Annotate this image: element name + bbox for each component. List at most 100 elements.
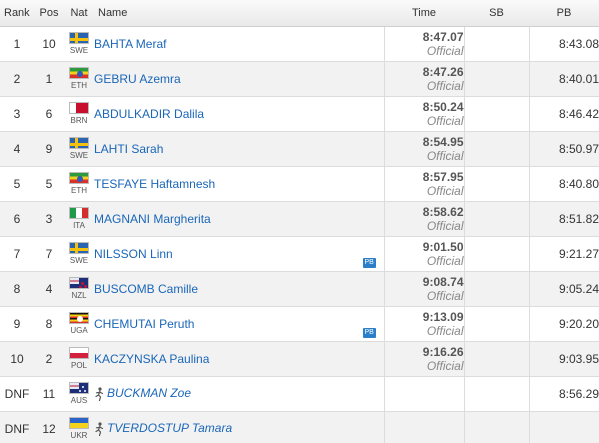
- athlete-name-link[interactable]: NILSSON Linn: [94, 246, 173, 261]
- nat-code: ETH: [71, 81, 87, 90]
- rank-cell: 9: [0, 306, 34, 342]
- sb-cell: [464, 131, 530, 167]
- pos-cell: 4: [34, 271, 64, 307]
- ukr-flag-icon: [69, 417, 89, 429]
- result-status: Official: [426, 78, 464, 93]
- col-rank-header[interactable]: Rank: [0, 0, 34, 27]
- pol-flag-icon: [69, 347, 89, 359]
- pos-cell: 10: [34, 26, 64, 62]
- athlete-name-link[interactable]: BUSCOMB Camille: [94, 281, 199, 296]
- athlete-name-link[interactable]: CHEMUTAI Peruth: [94, 316, 195, 331]
- pos-cell: 8: [34, 306, 64, 342]
- result-time: 8:47.26: [422, 64, 464, 79]
- table-row: 8 4 NZL BUSCOMB Camille 9:08.74 Official 9:05.…: [0, 271, 599, 307]
- pos-cell: 6: [34, 96, 64, 132]
- pb-cell: 8:50.97: [529, 131, 599, 167]
- pb-cell: 9:21.27: [529, 236, 599, 272]
- pos-cell: 3: [34, 201, 64, 237]
- sb-cell: [464, 96, 530, 132]
- col-pb-header[interactable]: PB: [529, 0, 599, 27]
- rank-cell: 5: [0, 166, 34, 202]
- col-nat-header[interactable]: Nat: [64, 0, 94, 27]
- col-pos-header[interactable]: Pos: [34, 0, 64, 27]
- pos-cell: 5: [34, 166, 64, 202]
- result-time: 8:58.62: [422, 204, 464, 219]
- result-time: 8:50.24: [422, 99, 464, 114]
- nat-code: ETH: [71, 186, 87, 195]
- result-status: Official: [426, 253, 464, 268]
- sb-cell: [464, 306, 530, 342]
- pb-cell: 8:43.08: [529, 26, 599, 62]
- athlete-name-link[interactable]: KACZYNSKA Paulina: [94, 351, 210, 366]
- rank-cell: 10: [0, 341, 34, 377]
- result-status: Official: [426, 358, 464, 373]
- col-name-header[interactable]: Name: [94, 0, 384, 27]
- nat-code: NZL: [71, 291, 87, 300]
- rank-cell: DNF: [0, 376, 34, 412]
- athlete-name-link[interactable]: BAHTA Meraf: [94, 36, 167, 51]
- time-cell: 9:16.26 Official: [383, 341, 465, 377]
- col-time-header[interactable]: Time: [384, 0, 464, 27]
- table-row: DNF 12 UKR TVERDOSTUP Tamara: [0, 411, 599, 443]
- result-status: Official: [426, 183, 464, 198]
- result-time: 9:01.50: [422, 239, 464, 254]
- sb-cell: [464, 411, 530, 443]
- athlete-name-link[interactable]: ABDULKADIR Dalila: [94, 106, 205, 121]
- pos-cell: 7: [34, 236, 64, 272]
- sb-cell: [464, 61, 530, 97]
- time-cell: 8:47.07 Official: [383, 26, 465, 62]
- pb-cell: 9:20.20: [529, 306, 599, 342]
- rank-cell: 6: [0, 201, 34, 237]
- athlete-name-link[interactable]: TVERDOSTUP Tamara: [107, 421, 233, 436]
- pb-cell: 8:46.42: [529, 96, 599, 132]
- sb-cell: [464, 341, 530, 377]
- result-status: Official: [426, 218, 464, 233]
- athlete-name-link[interactable]: GEBRU Azemra: [94, 71, 181, 86]
- pb-cell: 9:05.24: [529, 271, 599, 307]
- aus-flag-icon: [69, 382, 89, 394]
- pb-cell: 9:03.95: [529, 341, 599, 377]
- result-status: Official: [426, 288, 464, 303]
- nat-cell: AUS: [64, 376, 94, 412]
- athlete-name-link[interactable]: BUCKMAN Zoe: [107, 386, 192, 401]
- col-sb-header[interactable]: SB: [464, 0, 529, 27]
- name-cell: MAGNANI Margherita: [94, 201, 384, 237]
- athlete-name-link[interactable]: TESFAYE Haftamnesh: [94, 176, 216, 191]
- table-row: 1 10 SWE BAHTA Meraf 8:47.07 Official 8:43.08: [0, 26, 599, 62]
- eth-flag-icon: [69, 67, 89, 79]
- time-cell: [383, 411, 465, 443]
- sb-cell: [464, 26, 530, 62]
- name-cell: KACZYNSKA Paulina: [94, 341, 384, 377]
- pb-cell: 8:40.01: [529, 61, 599, 97]
- time-cell: 8:58.62 Official: [383, 201, 465, 237]
- table-row: 3 6 BRN ABDULKADIR Dalila 8:50.24 Official 8:4…: [0, 96, 599, 132]
- name-cell: BUSCOMB Camille: [94, 271, 384, 307]
- athlete-name-link[interactable]: MAGNANI Margherita: [94, 211, 211, 226]
- name-cell: GEBRU Azemra: [94, 61, 384, 97]
- uga-flag-icon: [69, 312, 89, 324]
- swe-flag-icon: [69, 137, 89, 149]
- time-cell: 8:54.95 Official: [383, 131, 465, 167]
- name-cell: BAHTA Meraf: [94, 26, 384, 62]
- pos-cell: 11: [34, 376, 64, 412]
- result-time: 9:16.26: [422, 344, 464, 359]
- nat-code: SWE: [69, 151, 89, 160]
- name-cell: CHEMUTAI Peruth: [94, 306, 384, 342]
- name-cell: NILSSON Linn: [94, 236, 384, 272]
- nat-cell: NZL: [64, 271, 94, 307]
- athlete-name-link[interactable]: LAHTI Sarah: [94, 141, 164, 156]
- pb-cell: 8:51.82: [529, 201, 599, 237]
- result-status: Official: [426, 113, 464, 128]
- name-cell: LAHTI Sarah: [94, 131, 384, 167]
- sb-cell: [464, 271, 530, 307]
- result-status: Official: [426, 323, 464, 338]
- sb-cell: [464, 236, 530, 272]
- nat-cell: UGA: [64, 306, 94, 342]
- table-row: 5 5 ETH TESFAYE Haftamnesh 8:57.95 Official 8:…: [0, 166, 599, 202]
- name-cell: TESFAYE Haftamnesh: [94, 166, 384, 202]
- rank-cell: 8: [0, 271, 34, 307]
- nat-code: ITA: [73, 221, 85, 230]
- result-time: 8:47.07: [422, 29, 464, 44]
- time-cell: 8:50.24 Official: [383, 96, 465, 132]
